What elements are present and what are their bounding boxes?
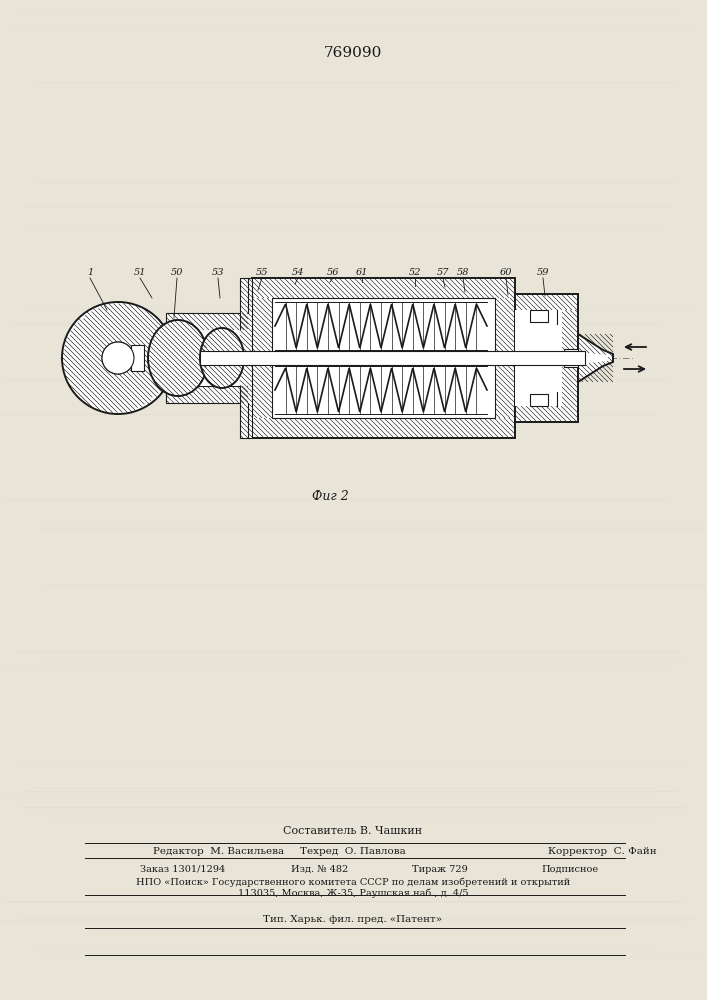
Bar [530, 310, 548, 322]
Text: НПО «Поиск» Государственного комитета СССР по делам изобретений и открытий: НПО «Поиск» Государственного комитета СС… [136, 877, 570, 887]
Text: 1: 1 [87, 268, 93, 277]
Text: Фиг 2: Фиг 2 [312, 490, 349, 503]
Polygon shape [578, 352, 608, 364]
Text: 58: 58 [457, 268, 469, 277]
Text: 53: 53 [212, 268, 224, 277]
Text: 113035, Москва, Ж-35, Раушская наб., д. 4/5: 113035, Москва, Ж-35, Раушская наб., д. … [238, 888, 468, 898]
Text: 61: 61 [356, 268, 368, 277]
Bar [166, 386, 248, 403]
Bar [564, 349, 578, 367]
Text: 51: 51 [134, 268, 146, 277]
Text: Техред  О. Павлова: Техред О. Павлова [300, 846, 406, 856]
Bar [252, 278, 515, 438]
Text: 60: 60 [500, 268, 513, 277]
Text: 56: 56 [327, 268, 339, 277]
Text: Составитель В. Чашкин: Составитель В. Чашкин [284, 826, 423, 836]
Circle shape [62, 302, 174, 414]
Text: Редактор  М. Васильева: Редактор М. Васильева [153, 846, 284, 856]
Bar [200, 351, 585, 365]
Bar [166, 313, 248, 330]
Text: Изд. № 482: Изд. № 482 [291, 864, 349, 874]
Text: 57: 57 [437, 268, 449, 277]
Text: 55: 55 [256, 268, 268, 277]
Text: 54: 54 [292, 268, 304, 277]
Circle shape [102, 342, 134, 374]
Bar [515, 294, 578, 422]
Bar [530, 394, 548, 406]
Circle shape [568, 355, 575, 361]
Text: Тираж 729: Тираж 729 [412, 864, 468, 874]
Ellipse shape [148, 320, 208, 396]
Text: Заказ 1301/1294: Заказ 1301/1294 [140, 864, 226, 874]
Text: 769090: 769090 [324, 46, 382, 60]
Bar [166, 330, 248, 386]
Bar [240, 330, 248, 386]
Circle shape [102, 342, 134, 374]
Text: Тип. Харьк. фил. пред. «Патент»: Тип. Харьк. фил. пред. «Патент» [264, 916, 443, 924]
Text: Подписное: Подписное [542, 864, 599, 874]
Bar [272, 298, 495, 418]
Text: 50: 50 [171, 268, 183, 277]
Bar [515, 310, 562, 406]
Text: 59: 59 [537, 268, 549, 277]
Ellipse shape [200, 328, 244, 388]
Bar [131, 345, 144, 371]
Text: Корректор  С. Файн: Корректор С. Файн [548, 846, 657, 856]
Text: 52: 52 [409, 268, 421, 277]
Bar [240, 278, 252, 438]
Polygon shape [578, 334, 613, 382]
